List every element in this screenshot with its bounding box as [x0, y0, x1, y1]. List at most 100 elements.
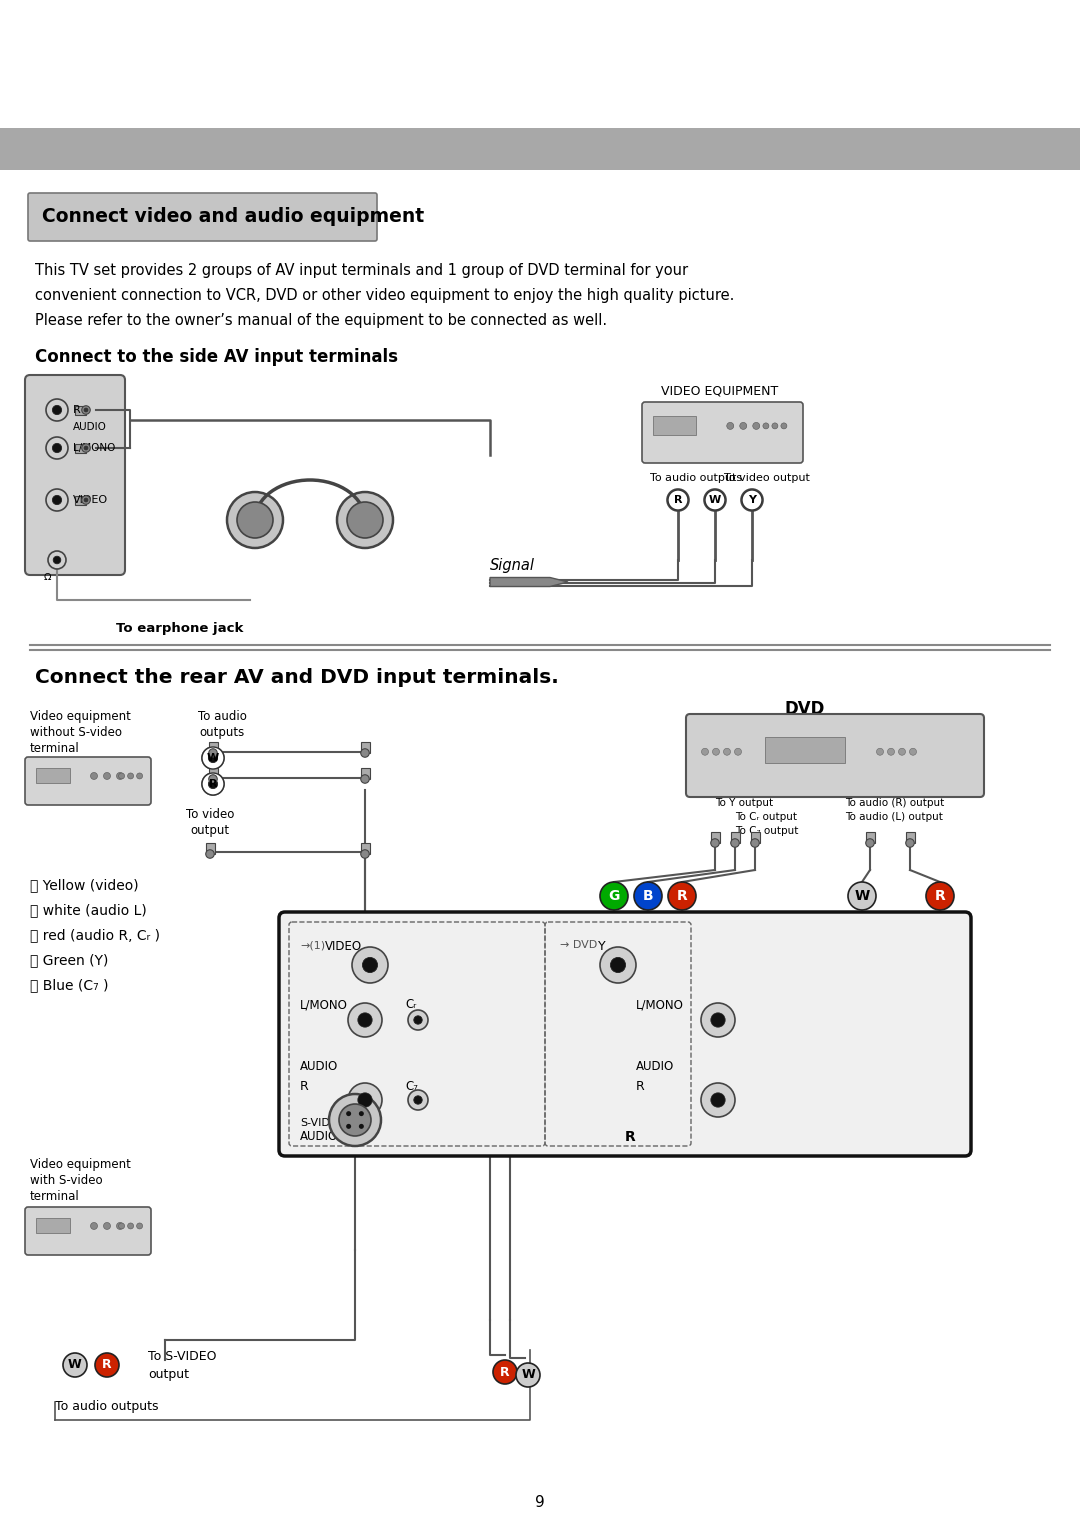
Circle shape [600, 947, 636, 983]
Text: Video equipment: Video equipment [30, 710, 131, 722]
Text: Video equipment: Video equipment [30, 1157, 131, 1171]
Text: Connect to the side AV input terminals: Connect to the side AV input terminals [35, 348, 399, 366]
Text: B: B [643, 889, 653, 902]
Text: output: output [190, 825, 230, 837]
Text: To video output: To video output [724, 473, 810, 483]
Circle shape [414, 1015, 422, 1025]
Text: W: W [522, 1368, 535, 1382]
Text: R: R [73, 405, 81, 415]
Text: R: R [624, 1130, 635, 1144]
Circle shape [119, 773, 124, 779]
Circle shape [704, 489, 726, 512]
Circle shape [63, 1353, 87, 1377]
Circle shape [52, 405, 62, 415]
Circle shape [237, 502, 273, 538]
Circle shape [751, 838, 759, 847]
Circle shape [731, 838, 739, 847]
Bar [208, 742, 217, 753]
Bar [36, 768, 69, 783]
Text: R: R [300, 1080, 309, 1093]
Circle shape [119, 1223, 124, 1229]
Text: 9: 9 [535, 1495, 545, 1510]
Text: Ⓑ Blue (C₇ ): Ⓑ Blue (C₇ ) [30, 977, 108, 993]
FancyBboxPatch shape [642, 402, 804, 463]
Circle shape [361, 748, 369, 757]
Text: ⓦ white (audio L): ⓦ white (audio L) [30, 902, 147, 918]
Text: C₇: C₇ [405, 1080, 418, 1093]
Text: To Y output: To Y output [715, 799, 773, 808]
Text: Ω: Ω [43, 573, 51, 582]
Circle shape [711, 838, 719, 847]
Circle shape [711, 495, 719, 504]
Circle shape [492, 1361, 517, 1383]
Circle shape [136, 773, 143, 779]
Circle shape [127, 1223, 134, 1229]
Text: AUDIO: AUDIO [300, 1130, 338, 1144]
Circle shape [363, 957, 378, 973]
Circle shape [909, 748, 917, 756]
Text: → DVD: → DVD [561, 941, 597, 950]
Bar [711, 832, 719, 843]
Circle shape [117, 773, 123, 779]
Circle shape [734, 748, 742, 756]
Text: R: R [103, 1359, 112, 1371]
Circle shape [906, 838, 915, 847]
Text: L/MONO: L/MONO [300, 999, 348, 1011]
Text: terminal: terminal [30, 1190, 80, 1203]
Bar [0, 128, 1080, 169]
Circle shape [84, 408, 87, 412]
Circle shape [926, 883, 954, 910]
Circle shape [610, 957, 625, 973]
Circle shape [202, 773, 224, 796]
Circle shape [705, 490, 725, 510]
Circle shape [202, 747, 224, 770]
Circle shape [346, 1112, 351, 1116]
Circle shape [359, 1112, 364, 1116]
Circle shape [104, 1223, 110, 1229]
Text: terminal: terminal [30, 742, 80, 754]
Circle shape [848, 883, 876, 910]
Text: →(1): →(1) [300, 941, 325, 950]
Text: To Cᵣ output: To Cᵣ output [735, 812, 797, 822]
Bar [865, 832, 875, 843]
Circle shape [208, 774, 217, 783]
Text: To S-VIDEO: To S-VIDEO [148, 1350, 216, 1364]
Circle shape [339, 1104, 372, 1136]
FancyBboxPatch shape [25, 1206, 151, 1255]
Circle shape [348, 1003, 382, 1037]
Circle shape [669, 883, 696, 910]
Text: Connect the rear AV and DVD input terminals.: Connect the rear AV and DVD input termin… [35, 667, 558, 687]
Circle shape [48, 551, 66, 570]
Circle shape [202, 747, 224, 770]
Circle shape [352, 947, 388, 983]
Circle shape [227, 492, 283, 548]
Circle shape [742, 490, 762, 510]
Circle shape [117, 1223, 123, 1229]
Text: To video: To video [186, 808, 234, 822]
Circle shape [104, 773, 110, 779]
Text: VIDEO EQUIPMENT: VIDEO EQUIPMENT [661, 385, 779, 399]
Text: convenient connection to VCR, DVD or other video equipment to enjoy the high qua: convenient connection to VCR, DVD or oth… [35, 289, 734, 302]
Circle shape [762, 423, 769, 429]
Text: To earphone jack: To earphone jack [117, 621, 244, 635]
Circle shape [202, 773, 224, 796]
Circle shape [82, 496, 91, 504]
Circle shape [82, 406, 91, 414]
Circle shape [95, 1353, 119, 1377]
Circle shape [740, 423, 746, 429]
Circle shape [53, 556, 60, 563]
Circle shape [46, 489, 68, 512]
Text: W: W [207, 753, 219, 764]
Text: W: W [854, 889, 869, 902]
Text: L/MONO: L/MONO [73, 443, 116, 454]
Circle shape [84, 446, 87, 450]
Text: To audio (R) output: To audio (R) output [845, 799, 944, 808]
Circle shape [208, 748, 217, 757]
Circle shape [516, 1364, 540, 1387]
Bar [75, 495, 86, 504]
Text: Y: Y [598, 941, 606, 953]
Bar [765, 736, 845, 764]
Circle shape [711, 1093, 725, 1107]
Circle shape [408, 1009, 428, 1031]
Circle shape [781, 423, 787, 429]
